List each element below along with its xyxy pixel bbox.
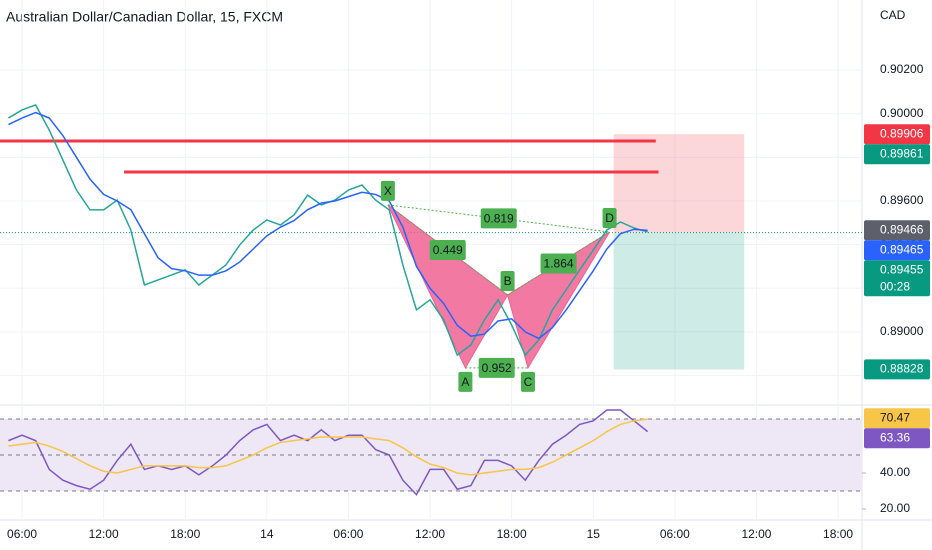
pattern-point-label: C <box>524 375 533 389</box>
rsi-band <box>0 419 862 492</box>
pattern-ratio-label: 0.449 <box>433 243 463 257</box>
price-tag-label: 70.47 <box>880 410 910 424</box>
pattern-point-box <box>380 180 395 201</box>
series-line <box>8 409 649 496</box>
y-tick-label: 20.00 <box>880 501 910 515</box>
price-tag-box <box>864 220 930 241</box>
pattern-point: C <box>520 371 535 392</box>
price-tag-label: 0.89465 <box>880 242 924 256</box>
price-tag: 0.89906 <box>864 124 930 145</box>
pattern-ratio: 0.952 <box>478 357 515 378</box>
x-tick-label: 12:00 <box>89 527 119 541</box>
series-line <box>8 111 648 340</box>
pattern-ratio-box <box>429 239 466 260</box>
pattern-ratio-line <box>387 204 508 296</box>
price-tag-box <box>864 260 930 297</box>
pattern-ratio: 0.819 <box>480 208 517 229</box>
price-tag-box <box>864 124 930 145</box>
price-tag: 70.47 <box>864 408 930 429</box>
chart-title: Australian Dollar/Canadian Dollar, 15, F… <box>6 9 283 25</box>
price-tag-box <box>864 359 930 380</box>
pattern-point-label: D <box>605 211 614 225</box>
stop-zone <box>613 134 745 233</box>
y-tick-label: 0.89000 <box>880 324 924 338</box>
pattern-point-box <box>500 271 515 292</box>
price-tag: 63.36 <box>864 428 930 449</box>
x-tick-label: 18:00 <box>823 527 853 541</box>
pattern-point: X <box>380 180 395 201</box>
pattern-ratio: 1.864 <box>540 253 577 274</box>
y-tick-label: 0.89600 <box>880 193 924 207</box>
price-tag-label: 0.89455 <box>880 262 924 276</box>
pattern-point-label: B <box>504 274 512 288</box>
pattern-point-box <box>520 371 535 392</box>
price-tag: 0.89465 <box>864 240 930 261</box>
price-tag: 0.88828 <box>864 359 930 380</box>
price-tag: 0.89455 00:28 <box>864 260 930 297</box>
x-tick-label: 15 <box>587 527 601 541</box>
pattern-ratio-box <box>478 357 515 378</box>
x-tick-label: 06:00 <box>333 527 363 541</box>
x-tick-label: 12:00 <box>415 527 445 541</box>
pattern-ratio-label: 0.819 <box>484 212 514 226</box>
x-tick-label: 18:00 <box>497 527 527 541</box>
x-tick-label: 06:00 <box>660 527 690 541</box>
pattern-ratio-line <box>387 204 610 233</box>
price-tag-label: 0.89906 <box>880 126 924 140</box>
pattern-point-label: X <box>384 184 392 198</box>
pattern-point: A <box>458 371 473 392</box>
x-tick-label: 12:00 <box>741 527 771 541</box>
price-tag: 0.89466 <box>864 220 930 241</box>
countdown: 00:28 <box>880 279 910 293</box>
pattern-ratio-label: 0.952 <box>482 361 512 375</box>
currency: CAD <box>880 8 906 22</box>
price-tag-box <box>864 428 930 449</box>
series-line <box>8 418 648 476</box>
pattern-ratio-label: 1.864 <box>544 257 574 271</box>
price-tag: 0.89861 <box>864 144 930 165</box>
pattern-point-label: A <box>461 375 469 389</box>
price-tag-box <box>864 240 930 261</box>
y-tick-label: 0.90200 <box>880 62 924 76</box>
pattern-ratio: 0.449 <box>429 239 466 260</box>
x-tick-label: 14 <box>260 527 274 541</box>
pattern-point: B <box>500 271 515 292</box>
pattern-point-box <box>602 207 617 228</box>
price-tag-label: 0.88828 <box>880 362 924 376</box>
price-tag-box <box>864 408 930 429</box>
price-tag-label: 0.89861 <box>880 146 924 160</box>
price-tag-label: 63.36 <box>880 430 910 444</box>
price-tag-box <box>864 144 930 165</box>
target-zone <box>613 232 745 370</box>
pattern-ratio-box <box>540 253 577 274</box>
x-tick-label: 06:00 <box>7 527 37 541</box>
pattern-point: D <box>602 207 617 228</box>
pattern-point-box <box>458 371 473 392</box>
y-tick-label: 0.90000 <box>880 106 924 120</box>
y-tick-label: 40.00 <box>880 465 910 479</box>
pattern-ratio-box <box>480 208 517 229</box>
x-tick-label: 18:00 <box>170 527 200 541</box>
price-tag-label: 0.89466 <box>880 222 924 236</box>
